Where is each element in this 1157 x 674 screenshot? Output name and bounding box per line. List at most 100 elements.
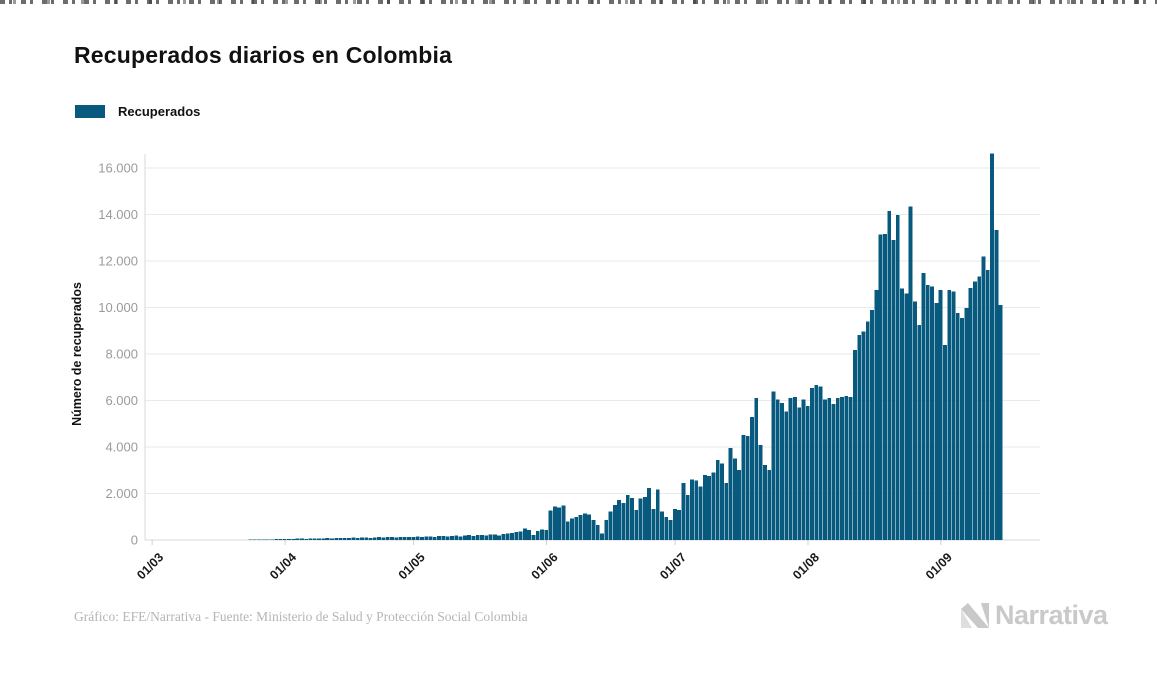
bar xyxy=(278,539,283,540)
bar xyxy=(282,538,287,540)
bar xyxy=(960,317,964,540)
bar xyxy=(617,500,622,540)
bar xyxy=(737,470,742,540)
bar xyxy=(685,495,690,540)
bar xyxy=(775,399,780,540)
legend: Recuperados xyxy=(75,104,200,119)
bar xyxy=(844,395,849,540)
bar xyxy=(330,538,334,540)
bar xyxy=(458,536,463,540)
bar xyxy=(402,536,407,540)
bar xyxy=(990,153,994,540)
bar xyxy=(342,538,347,540)
bar xyxy=(698,486,703,540)
bar xyxy=(912,301,917,540)
bar xyxy=(578,515,583,540)
bar xyxy=(518,531,523,540)
x-tick-label: 01/08 xyxy=(790,550,822,582)
bar xyxy=(690,479,694,540)
bar xyxy=(711,472,716,540)
bar xyxy=(788,398,793,540)
bar xyxy=(870,310,874,540)
bar xyxy=(998,305,1003,540)
y-tick-label: 6.000 xyxy=(105,393,138,408)
bar xyxy=(437,536,442,540)
bar xyxy=(428,536,433,540)
bar xyxy=(955,313,960,540)
bar xyxy=(848,397,853,540)
bar xyxy=(377,537,382,540)
bar xyxy=(574,516,579,540)
bar xyxy=(917,324,922,540)
x-tick-label: 01/06 xyxy=(529,550,561,582)
bar xyxy=(600,533,604,540)
bar xyxy=(900,288,904,540)
bar xyxy=(822,399,827,540)
bar xyxy=(985,270,990,540)
bar xyxy=(475,535,480,540)
bar xyxy=(407,537,412,540)
bar xyxy=(514,532,519,541)
source-credit: Gráfico: EFE/Narrativa - Fuente: Ministe… xyxy=(74,609,528,624)
bar xyxy=(492,534,497,540)
bar xyxy=(587,514,592,540)
bar xyxy=(364,537,369,540)
bar xyxy=(411,536,416,540)
bar xyxy=(895,214,900,540)
bar xyxy=(827,398,832,540)
bar xyxy=(882,233,887,541)
bar xyxy=(390,536,394,540)
bar xyxy=(355,538,360,540)
bar xyxy=(921,273,926,540)
bar xyxy=(681,483,686,540)
bar xyxy=(540,529,544,540)
bar xyxy=(702,474,707,540)
y-tick-label: 0 xyxy=(131,533,138,548)
bar xyxy=(420,537,424,540)
y-tick-label: 10.000 xyxy=(98,300,138,315)
bar xyxy=(925,284,930,540)
bar xyxy=(535,531,540,540)
bar xyxy=(638,498,643,540)
bar xyxy=(565,521,570,540)
y-tick-label: 4.000 xyxy=(105,440,138,455)
bar xyxy=(552,506,557,540)
bar xyxy=(338,537,343,540)
bar xyxy=(445,536,450,540)
bar xyxy=(484,535,489,540)
bar xyxy=(938,290,943,540)
bar xyxy=(660,511,664,540)
bar xyxy=(664,516,669,540)
bar xyxy=(368,537,373,540)
bar xyxy=(497,535,502,540)
bar xyxy=(454,535,459,540)
bar xyxy=(651,509,656,540)
bar xyxy=(934,303,939,540)
bar xyxy=(694,480,699,540)
bar xyxy=(501,533,506,540)
bar xyxy=(930,286,934,540)
bar xyxy=(672,509,677,540)
bar xyxy=(317,538,322,540)
y-axis-title: Número de recuperados xyxy=(70,282,84,426)
bar xyxy=(398,536,403,540)
bar xyxy=(570,518,574,540)
bar xyxy=(372,537,377,540)
bar xyxy=(548,510,553,540)
bar xyxy=(865,321,870,540)
bar xyxy=(522,528,527,540)
bar xyxy=(741,434,746,540)
y-tick-label: 14.000 xyxy=(98,207,138,222)
bar xyxy=(780,403,784,540)
cropped-text-artifact xyxy=(0,0,1157,4)
bar xyxy=(942,344,947,540)
bar xyxy=(994,230,999,540)
bar xyxy=(745,435,750,540)
bar xyxy=(582,513,587,540)
bar xyxy=(887,211,892,540)
bar xyxy=(801,399,806,540)
bar xyxy=(462,535,467,540)
bar xyxy=(527,530,532,540)
bar xyxy=(544,530,549,540)
bar xyxy=(707,476,712,540)
